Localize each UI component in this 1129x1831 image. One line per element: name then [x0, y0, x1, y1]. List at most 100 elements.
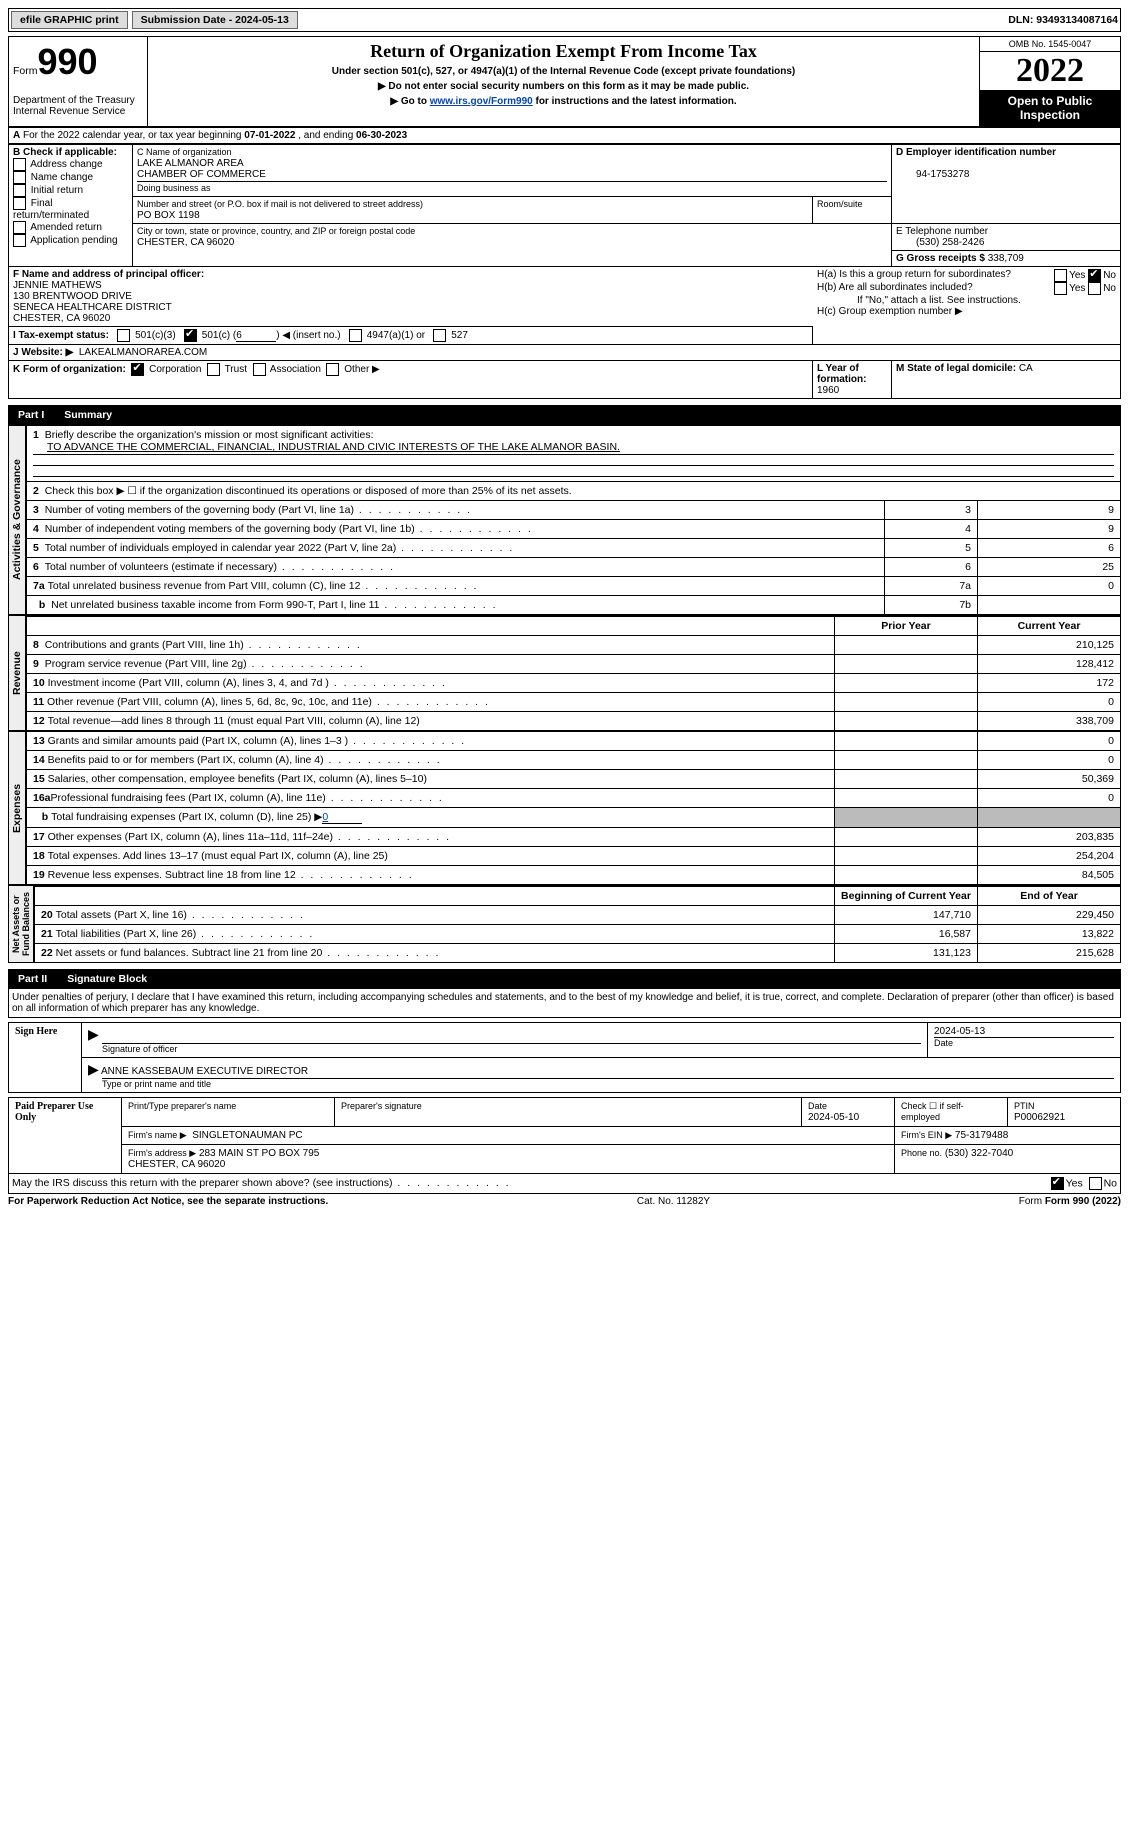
- nn22: 22: [41, 947, 53, 959]
- lb7a: 7a: [885, 577, 978, 596]
- ln4: 4: [33, 523, 39, 535]
- ep19: [835, 866, 978, 885]
- ha-no: No: [1103, 270, 1116, 281]
- lb7b: 7b: [885, 596, 978, 615]
- phone: (530) 322-7040: [945, 1148, 1013, 1159]
- en14: 14: [33, 754, 45, 766]
- chk-name[interactable]: [13, 171, 26, 184]
- part2-header: Part II Signature Block: [8, 969, 1121, 989]
- revenue-table: Prior YearCurrent Year 8 Contributions a…: [26, 615, 1121, 731]
- np20: 147,710: [835, 906, 978, 925]
- mission: TO ADVANCE THE COMMERCIAL, FINANCIAL, IN…: [33, 441, 620, 453]
- nt20: Total assets (Part X, line 16): [56, 909, 305, 921]
- p-check: Check ☐ if self-employed: [895, 1098, 1008, 1127]
- rt10: Investment income (Part VIII, column (A)…: [48, 677, 447, 689]
- goto-link[interactable]: www.irs.gov/Form990: [430, 96, 533, 107]
- hc-label: H(c) Group exemption number ▶: [817, 306, 1116, 317]
- rp8: [835, 636, 978, 655]
- arrow-icon: ▶: [88, 1026, 99, 1042]
- c-name: LAKE ALMANOR AREA CHAMBER OF COMMERCE: [137, 158, 266, 180]
- ep13: [835, 732, 978, 751]
- sign-here: Sign Here: [9, 1023, 82, 1093]
- l2: Check this box ▶ ☐ if the organization d…: [45, 485, 572, 497]
- ec13: 0: [978, 732, 1121, 751]
- b-pending: Application pending: [30, 235, 117, 246]
- firm-addr-label: Firm's address ▶: [128, 1148, 196, 1158]
- lb3: 3: [885, 501, 978, 520]
- submission-date-button[interactable]: Submission Date - 2024-05-13: [132, 11, 298, 29]
- ln6: 6: [33, 561, 39, 573]
- chk-assoc[interactable]: [253, 363, 266, 376]
- j-label: J Website: ▶: [13, 347, 73, 358]
- ep14: [835, 751, 978, 770]
- omb: OMB No. 1545-0047: [980, 37, 1120, 52]
- chk-other[interactable]: [326, 363, 339, 376]
- lv6: 25: [978, 558, 1121, 577]
- nc22: 215,628: [978, 944, 1121, 963]
- part2-num: Part II: [8, 969, 57, 989]
- chk-hb-yes[interactable]: [1054, 282, 1067, 295]
- rp10: [835, 674, 978, 693]
- chk-4947[interactable]: [349, 329, 362, 342]
- goto-post: for instructions and the latest informat…: [533, 96, 737, 107]
- chk-initial[interactable]: [13, 184, 26, 197]
- ln7a: 7a: [33, 580, 45, 592]
- chk-ha-no[interactable]: [1088, 269, 1101, 282]
- discuss-row: May the IRS discuss this return with the…: [8, 1174, 1121, 1194]
- chk-discuss-yes[interactable]: [1051, 1177, 1064, 1190]
- chk-amended[interactable]: [13, 221, 26, 234]
- en19: 19: [33, 869, 45, 881]
- i-label: I Tax-exempt status:: [13, 330, 109, 341]
- footer: For Paperwork Reduction Act Notice, see …: [8, 1196, 1121, 1207]
- a-mid: , and ending: [295, 130, 356, 141]
- chk-trust[interactable]: [207, 363, 220, 376]
- discuss-no: No: [1104, 1177, 1117, 1189]
- pra: For Paperwork Reduction Act Notice, see …: [8, 1196, 328, 1207]
- rc10: 172: [978, 674, 1121, 693]
- ec18: 254,204: [978, 847, 1121, 866]
- chk-ha-yes[interactable]: [1054, 269, 1067, 282]
- f-label: F Name and address of principal officer:: [13, 269, 204, 280]
- arrow-icon: ▶: [88, 1061, 99, 1077]
- np22: 131,123: [835, 944, 978, 963]
- chk-527[interactable]: [433, 329, 446, 342]
- efile-graphic-button[interactable]: efile GRAPHIC print: [11, 11, 128, 29]
- b-name: Name change: [31, 172, 93, 183]
- ep18: [835, 847, 978, 866]
- et16a: Professional fundraising fees (Part IX, …: [51, 792, 444, 804]
- sig-officer-label: Signature of officer: [102, 1043, 921, 1054]
- chk-address[interactable]: [13, 158, 26, 171]
- i-cnum: 6: [236, 330, 276, 342]
- dln: DLN: 93493134087164: [1008, 14, 1118, 26]
- i-4947: 4947(a)(1) or: [367, 330, 425, 341]
- en17: 17: [33, 831, 45, 843]
- chk-pending[interactable]: [13, 234, 26, 247]
- lv3: 9: [978, 501, 1121, 520]
- chk-corp[interactable]: [131, 363, 144, 376]
- chk-501c[interactable]: [184, 329, 197, 342]
- lb6: 6: [885, 558, 978, 577]
- a-begin: 07-01-2022: [244, 130, 295, 141]
- hb-no: No: [1103, 283, 1116, 294]
- en13: 13: [33, 735, 45, 747]
- cat: Cat. No. 11282Y: [637, 1196, 710, 1207]
- form-left: Form990 Department of the Treasury Inter…: [8, 36, 148, 127]
- d-label: D Employer identification number: [896, 147, 1056, 158]
- rt8: Contributions and grants (Part VIII, lin…: [45, 639, 362, 651]
- goto-pre: ▶ Go to: [390, 96, 429, 107]
- l1: Briefly describe the organization's miss…: [45, 429, 374, 441]
- chk-discuss-no[interactable]: [1089, 1177, 1102, 1190]
- lt7a: Total unrelated business revenue from Pa…: [48, 580, 479, 592]
- b-amended: Amended return: [30, 222, 102, 233]
- np21: 16,587: [835, 925, 978, 944]
- chk-hb-no[interactable]: [1088, 282, 1101, 295]
- chk-501c3[interactable]: [117, 329, 130, 342]
- g-label: G Gross receipts $: [896, 253, 985, 264]
- chk-final[interactable]: [13, 197, 26, 210]
- lt7b: Net unrelated business taxable income fr…: [51, 599, 497, 611]
- c-city-label: City or town, state or province, country…: [137, 226, 415, 236]
- et18: Total expenses. Add lines 13–17 (must eq…: [48, 850, 388, 862]
- rc12: 338,709: [978, 712, 1121, 731]
- lb4: 4: [885, 520, 978, 539]
- p-date-label: Date: [808, 1101, 827, 1111]
